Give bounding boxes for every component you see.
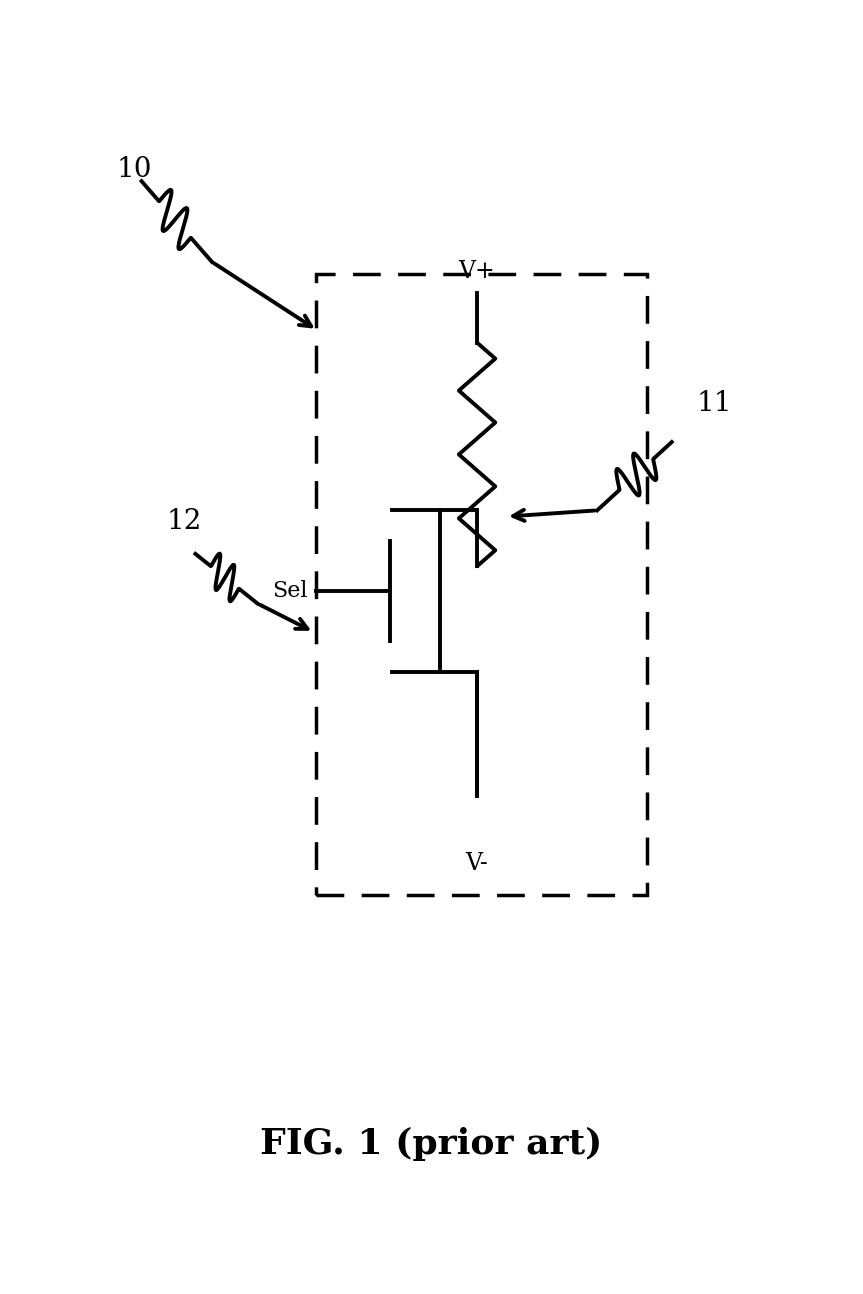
Bar — [316, 274, 647, 895]
Text: 10: 10 — [117, 157, 152, 184]
Text: V+: V+ — [459, 260, 495, 283]
Text: Sel: Sel — [272, 580, 307, 602]
Text: FIG. 1 (prior art): FIG. 1 (prior art) — [261, 1127, 602, 1161]
Text: 11: 11 — [696, 391, 732, 417]
Text: V-: V- — [466, 851, 488, 875]
Text: 12: 12 — [167, 509, 202, 536]
